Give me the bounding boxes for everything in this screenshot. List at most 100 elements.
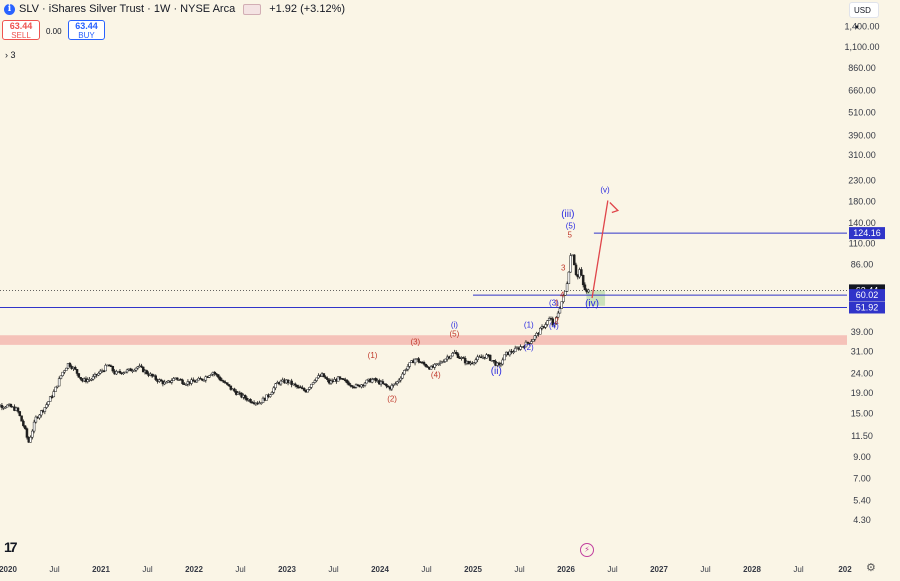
- candle-body: [104, 365, 107, 372]
- tradingview-logo-icon[interactable]: 17: [4, 539, 18, 555]
- candle-body: [404, 369, 408, 371]
- indicators-toggle[interactable]: › 3: [5, 50, 16, 60]
- candle-body: [403, 370, 406, 375]
- candle-body: [531, 339, 535, 342]
- price-tick-label: 310.00: [848, 150, 876, 160]
- candle-body: [472, 362, 476, 365]
- symbol-header[interactable]: i SLV · iShares Silver Trust · 1W · NYSE…: [4, 3, 345, 15]
- candle-body: [25, 428, 29, 438]
- market-status-icon[interactable]: [243, 3, 262, 15]
- candle-body: [583, 284, 587, 290]
- candle-body: [354, 384, 358, 388]
- candle-body: [20, 415, 23, 422]
- candle-body: [111, 366, 115, 372]
- candle-body: [215, 373, 218, 376]
- candle-body: [170, 380, 174, 383]
- wave-label: 2: [554, 317, 559, 326]
- candle-body: [279, 380, 283, 385]
- candle-body: [572, 254, 576, 266]
- candle-body: [385, 384, 388, 387]
- lightning-icon[interactable]: ⚡: [580, 543, 594, 557]
- candle-body: [567, 271, 571, 284]
- candle-body: [544, 324, 547, 328]
- candle-body: [433, 364, 436, 368]
- info-icon[interactable]: i: [4, 3, 15, 15]
- candle-body: [65, 367, 68, 371]
- sell-button[interactable]: 63.44 SELL: [2, 20, 40, 40]
- buy-label: BUY: [78, 31, 95, 40]
- candle-body: [565, 283, 569, 292]
- candle-body: [556, 312, 560, 318]
- candle-body: [535, 332, 538, 337]
- candle-body: [90, 379, 93, 381]
- buy-price: 63.44: [75, 21, 98, 31]
- candle-body: [209, 374, 213, 376]
- level-badge-label: 60.02: [856, 290, 879, 300]
- time-tick-label: Jul: [235, 565, 245, 574]
- time-tick-label: 2026: [557, 565, 575, 574]
- candle-body: [499, 363, 503, 366]
- candle-body: [102, 370, 106, 373]
- candle-body: [218, 377, 222, 381]
- candle-body: [381, 381, 385, 384]
- candle-body: [57, 378, 61, 387]
- price-tick-label: 390.00: [848, 130, 876, 140]
- wave-label: (ii): [491, 366, 502, 377]
- candle-body: [408, 362, 411, 367]
- candle-body: [413, 358, 417, 364]
- price-tick-label: 4.30: [853, 515, 871, 525]
- level-badge-label: 51.92: [856, 302, 879, 312]
- wave-label: 1: [554, 299, 559, 308]
- candle-body: [399, 377, 402, 381]
- chevron-icon: ›: [5, 50, 8, 60]
- candle-body: [560, 301, 563, 309]
- candle-body: [32, 421, 36, 432]
- price-tick-label: 660.00: [848, 86, 876, 96]
- candle-body: [48, 396, 52, 402]
- candle-body: [226, 382, 229, 385]
- candle-body: [227, 384, 231, 387]
- wave-label: (4): [549, 322, 559, 331]
- wave-labels-layer: (i) (ii) (iii) (iv) (v) (1) (2) (3) (4) (5) (1) (2)…: [368, 185, 610, 403]
- candle-body: [308, 387, 311, 390]
- candle-body: [136, 366, 140, 369]
- currency-label: USD: [854, 6, 871, 15]
- candle-body: [175, 377, 179, 380]
- candle-body: [133, 369, 136, 372]
- candle-body: [580, 269, 583, 276]
- candle-body: [401, 373, 404, 379]
- time-tick-label: 2025: [464, 565, 482, 574]
- price-tick-label: 1,400.00: [844, 21, 879, 31]
- currency-select[interactable]: USD ▼: [849, 2, 879, 31]
- candle-body: [426, 366, 429, 368]
- candle-body: [192, 379, 195, 382]
- candle-body: [165, 381, 168, 384]
- time-tick-label: 2021: [92, 565, 110, 574]
- settings-gear-icon[interactable]: ⚙: [866, 562, 876, 574]
- candle-body: [476, 356, 479, 361]
- wave-label: (1): [524, 321, 534, 330]
- time-tick-label: Jul: [328, 565, 338, 574]
- time-tick-label: 202: [838, 565, 852, 574]
- candle-body: [6, 404, 9, 408]
- buy-button[interactable]: 63.44 BUY: [68, 20, 105, 40]
- wave-label: (i): [451, 321, 458, 330]
- candle-body: [217, 374, 220, 378]
- candle-body: [233, 388, 236, 392]
- candle-body: [52, 391, 56, 398]
- candle-body: [73, 367, 77, 370]
- wave-label: (5): [566, 222, 576, 231]
- time-tick-label: Jul: [142, 565, 152, 574]
- symbol-title[interactable]: SLV · iShares Silver Trust · 1W · NYSE A…: [19, 3, 236, 15]
- candle-body: [0, 405, 4, 408]
- candle-body: [190, 379, 193, 384]
- candle-body: [79, 377, 82, 380]
- level-badge: [849, 227, 885, 240]
- price-tick-label: 24.00: [851, 368, 874, 378]
- candle-body: [229, 385, 233, 390]
- candle-body: [274, 383, 277, 389]
- candle-body: [118, 371, 122, 373]
- sell-price: 63.44: [9, 21, 33, 31]
- candle-body: [29, 436, 32, 443]
